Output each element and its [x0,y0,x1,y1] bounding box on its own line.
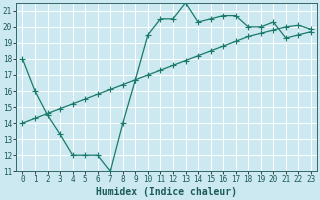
X-axis label: Humidex (Indice chaleur): Humidex (Indice chaleur) [96,187,237,197]
